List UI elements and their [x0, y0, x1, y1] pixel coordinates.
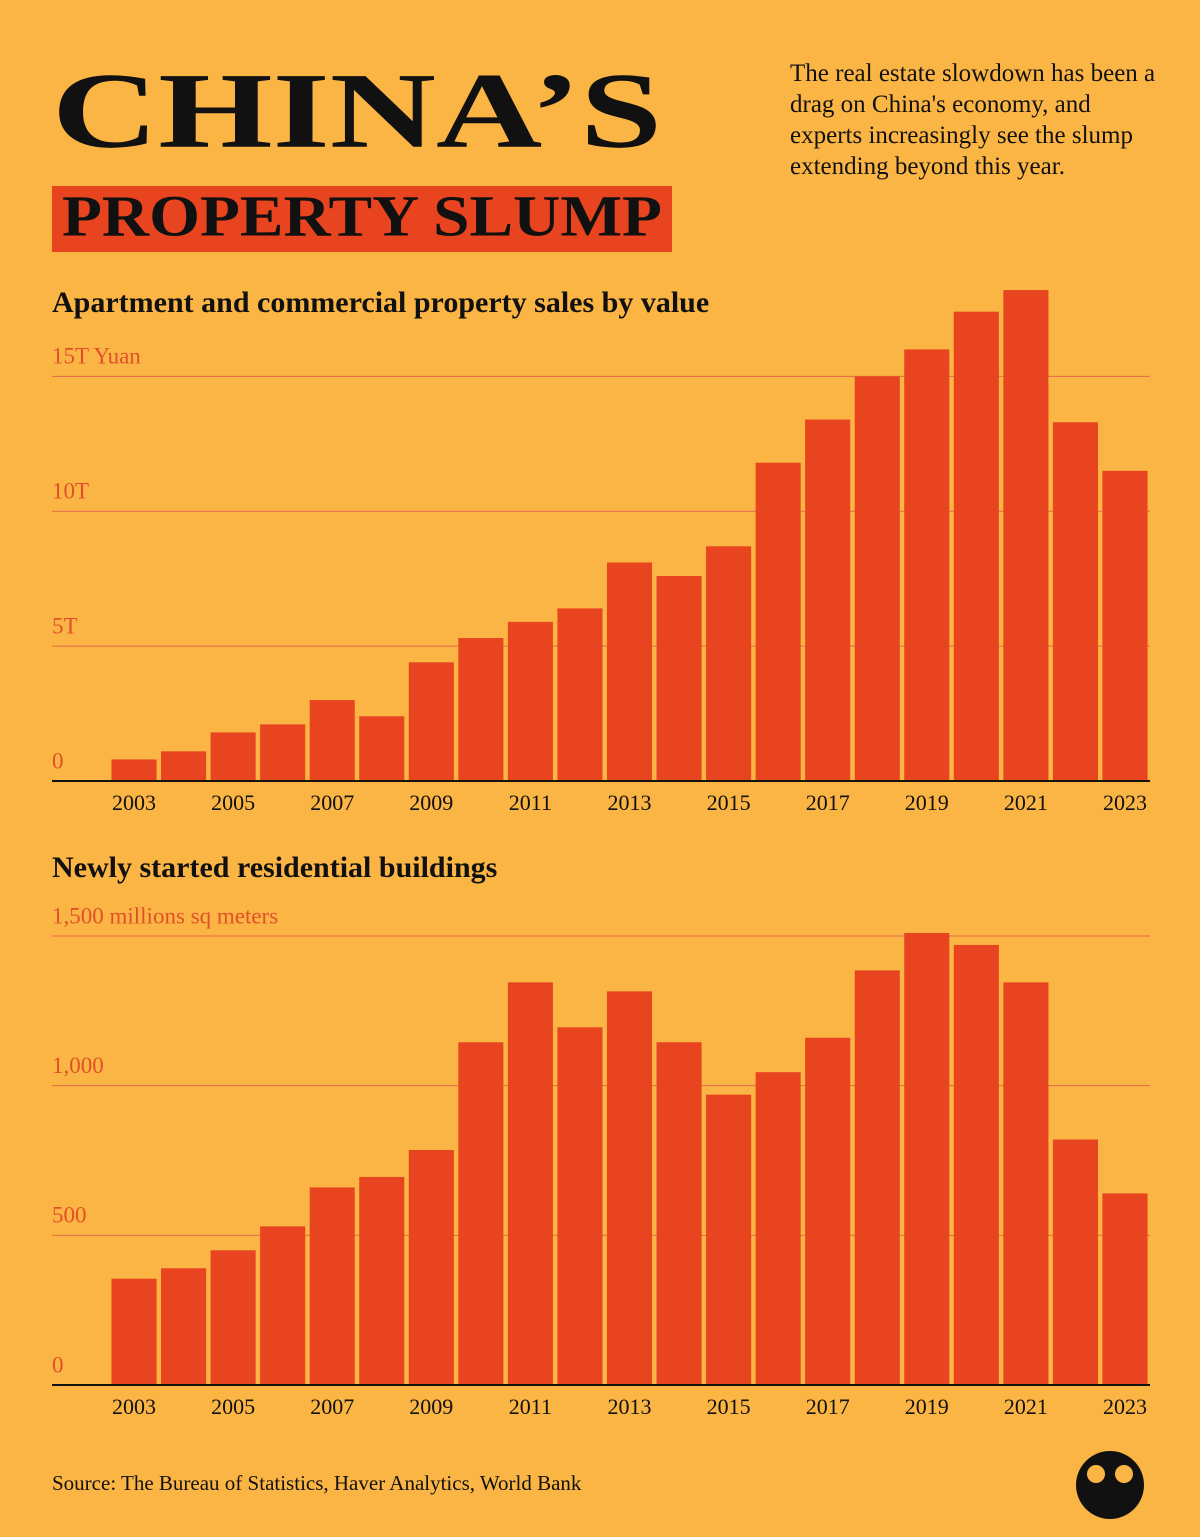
x-tick-label: 2007: [310, 790, 354, 815]
bar: [904, 349, 950, 781]
bar: [854, 970, 900, 1385]
bar: [161, 751, 207, 781]
bar: [1102, 1193, 1148, 1385]
x-tick-label: 2015: [707, 1394, 751, 1419]
bar: [359, 1176, 405, 1385]
bar: [210, 732, 256, 781]
bar: [507, 982, 553, 1385]
bar: [359, 716, 405, 781]
bar: [507, 621, 553, 781]
bar: [706, 546, 752, 781]
x-tick-label: 2023: [1103, 790, 1147, 815]
bar: [260, 1226, 306, 1385]
bar: [1102, 470, 1148, 781]
y-tick-label: 0: [52, 748, 64, 773]
x-tick-label: 2011: [509, 790, 552, 815]
y-tick-label: 0: [52, 1352, 64, 1377]
title-highlight: [52, 186, 672, 252]
page-subtitle: PROPERTY SLUMP: [62, 183, 662, 248]
bar: [111, 1278, 157, 1385]
bar: [953, 311, 999, 781]
x-tick-label: 2017: [806, 790, 850, 815]
bar: [260, 724, 306, 781]
bar: [805, 419, 851, 781]
x-tick-label: 2005: [211, 790, 255, 815]
bar: [1003, 982, 1049, 1385]
bar: [309, 700, 355, 781]
x-tick-label: 2021: [1004, 1394, 1048, 1419]
x-tick-label: 2023: [1103, 1394, 1147, 1419]
bar: [111, 759, 157, 781]
page-title: CHINA’S: [52, 52, 662, 171]
x-tick-label: 2017: [806, 1394, 850, 1419]
y-tick-label: 5T: [52, 613, 78, 638]
bar: [606, 562, 653, 781]
bar: [1003, 290, 1049, 781]
bar: [458, 638, 504, 781]
source: Source: The Bureau of Statistics, Haver …: [52, 1471, 582, 1495]
bar: [904, 932, 950, 1385]
x-tick-label: 2013: [608, 790, 652, 815]
bar: [805, 1037, 851, 1385]
chart-title: Newly started residential buildings: [52, 851, 497, 884]
y-tick-label: 1,500 millions sq meters: [52, 903, 278, 928]
bar: [408, 662, 454, 781]
bar: [755, 462, 801, 781]
bar: [161, 1268, 207, 1385]
bar: [755, 1072, 801, 1385]
chart-title: Apartment and commercial property sales …: [52, 286, 709, 319]
y-tick-label: 1,000: [52, 1053, 104, 1078]
x-tick-label: 2019: [905, 790, 949, 815]
bar: [458, 1042, 504, 1385]
x-tick-label: 2015: [707, 790, 751, 815]
description: The real estate slowdown has been a drag…: [790, 60, 1156, 180]
x-tick-label: 2013: [608, 1394, 652, 1419]
bar: [557, 1027, 603, 1385]
y-tick-label: 10T: [52, 479, 89, 504]
bar: [557, 608, 603, 781]
x-tick-label: 2007: [310, 1394, 354, 1419]
bar: [953, 944, 999, 1385]
x-tick-label: 2003: [112, 1394, 156, 1419]
x-tick-label: 2009: [409, 790, 453, 815]
x-tick-label: 2005: [211, 1394, 255, 1419]
x-tick-label: 2009: [409, 1394, 453, 1419]
x-tick-label: 2011: [509, 1394, 552, 1419]
x-tick-label: 2019: [905, 1394, 949, 1419]
bar: [1052, 422, 1098, 781]
bar: [656, 576, 702, 781]
bar: [854, 376, 900, 781]
y-tick-label: 500: [52, 1203, 87, 1228]
y-tick-label: 15T Yuan: [52, 344, 141, 369]
bar: [656, 1042, 702, 1385]
bar: [1052, 1139, 1098, 1385]
bar: [706, 1094, 752, 1385]
x-tick-label: 2003: [112, 790, 156, 815]
bar: [210, 1250, 256, 1385]
bar: [606, 991, 653, 1385]
bar: [309, 1187, 355, 1385]
logo: [1076, 1451, 1144, 1519]
x-tick-label: 2021: [1004, 790, 1048, 815]
bar: [408, 1150, 454, 1385]
